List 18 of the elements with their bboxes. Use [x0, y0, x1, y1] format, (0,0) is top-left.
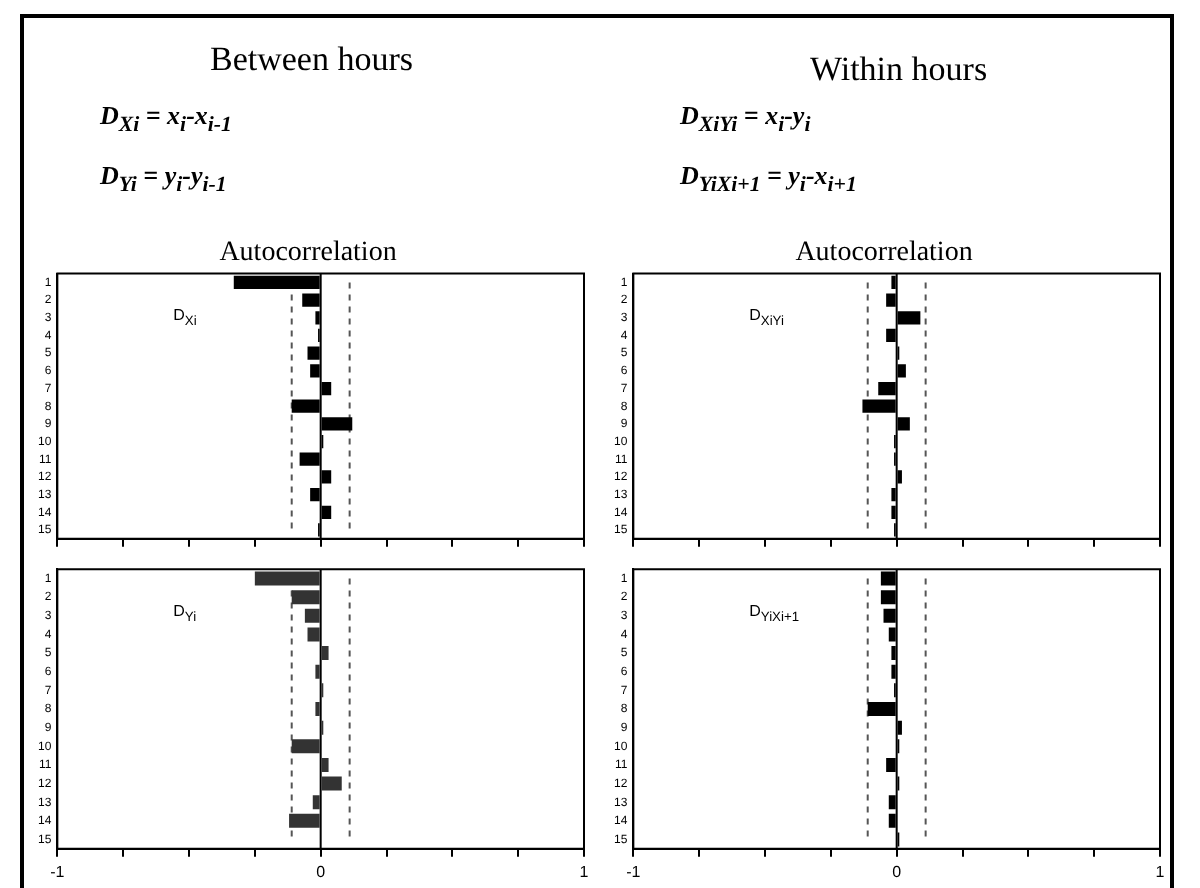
text: D$_{Yi}$ = y$_{i}$-y$_{i-1}$ [100, 160, 227, 198]
text: Between hours [210, 40, 414, 80]
text: D$_{XiYi}$ = x$_{i}$-y$_{i}$ [680, 100, 811, 138]
text: D$_{Yi}$ [173, 602, 197, 626]
x-tick-label: -1 [50, 862, 66, 881]
x-tick-label: 0 [316, 862, 327, 881]
text: D$_{YiXi+1}$ [749, 602, 800, 626]
text: D$_{Xi}$ = x$_{i}$-x$_{i-1}$ [100, 100, 232, 138]
text: Within hours [810, 50, 988, 90]
text: D$_{YiXi+1}$ = y$_{i}$-x$_{i+1}$ [680, 160, 857, 198]
x-tick-label: 1 [1155, 862, 1166, 881]
text: D$_{Xi}$ [173, 305, 197, 329]
chart-title: Autocorrelation [795, 238, 973, 269]
x-tick-label: 0 [892, 862, 903, 881]
x-tick-label: 1 [579, 862, 590, 881]
chart-title: Autocorrelation [219, 238, 397, 269]
x-tick-label: -1 [626, 862, 642, 881]
text: D$_{XiYi}$ [749, 305, 784, 329]
